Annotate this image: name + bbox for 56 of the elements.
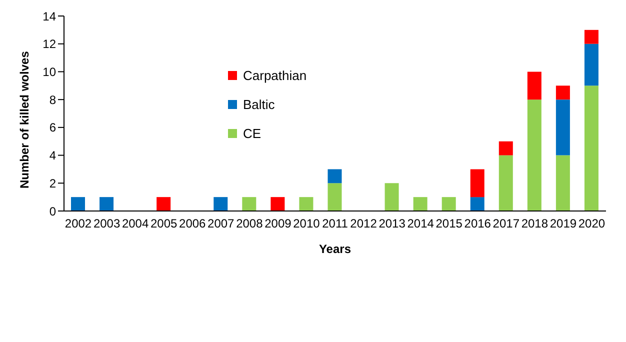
y-tick-label: 6 (49, 120, 56, 135)
bar (214, 197, 228, 211)
bar (328, 169, 342, 184)
bar (242, 197, 256, 211)
bar (470, 197, 484, 211)
y-tick-label: 2 (49, 176, 56, 190)
bar (156, 197, 171, 211)
y-tick-label: 8 (49, 92, 56, 107)
bar (328, 183, 342, 211)
y-tick-label: 0 (49, 204, 56, 218)
x-tick-label: 2002 (64, 216, 92, 231)
x-tick-label: 2005 (150, 216, 178, 231)
bar (556, 100, 570, 156)
bar (584, 86, 598, 211)
x-tick-label: 2016 (464, 216, 492, 231)
x-tick-label: 2017 (492, 216, 520, 231)
x-tick-label: 2019 (550, 216, 577, 231)
y-tick-label: 14 (42, 9, 56, 24)
bar (584, 30, 598, 44)
x-tick-label: 2012 (350, 216, 378, 231)
x-tick-label: 2009 (264, 216, 292, 231)
bar (71, 197, 85, 211)
bar (100, 197, 114, 211)
x-tick-label: 2018 (521, 216, 548, 231)
x-tick-label: 2013 (378, 216, 406, 231)
bar (413, 197, 428, 211)
bar (556, 155, 570, 211)
x-tick-label: 2008 (236, 216, 264, 231)
x-axis-title: Years (318, 242, 352, 256)
bar (299, 197, 314, 211)
legend-label: Baltic (243, 97, 275, 112)
bar (384, 183, 399, 211)
x-tick-label: 2015 (436, 216, 463, 231)
y-tick-label: 12 (42, 37, 56, 52)
legend-label: CE (243, 126, 262, 141)
bar (470, 169, 484, 198)
bar (527, 100, 542, 211)
bar (270, 197, 285, 211)
x-tick-label: 2020 (578, 216, 606, 231)
x-tick-label: 2014 (407, 216, 434, 231)
x-tick-label: 2003 (93, 216, 120, 231)
x-tick-label: 2010 (293, 216, 320, 231)
bar (527, 72, 542, 100)
x-tick-label: 2007 (208, 216, 235, 231)
bar (498, 155, 513, 211)
y-tick-label: 10 (42, 64, 56, 79)
y-axis-title: Number of killed wolves (17, 50, 32, 188)
x-tick-label: 2006 (179, 216, 206, 231)
legend-label: Carpathian (243, 68, 307, 83)
y-tick-label: 4 (49, 148, 56, 163)
bar (584, 44, 598, 86)
bar (442, 197, 456, 211)
x-tick-label: 2011 (322, 216, 348, 231)
bar (556, 86, 570, 100)
bar (498, 141, 513, 156)
x-tick-label: 2004 (122, 216, 149, 231)
